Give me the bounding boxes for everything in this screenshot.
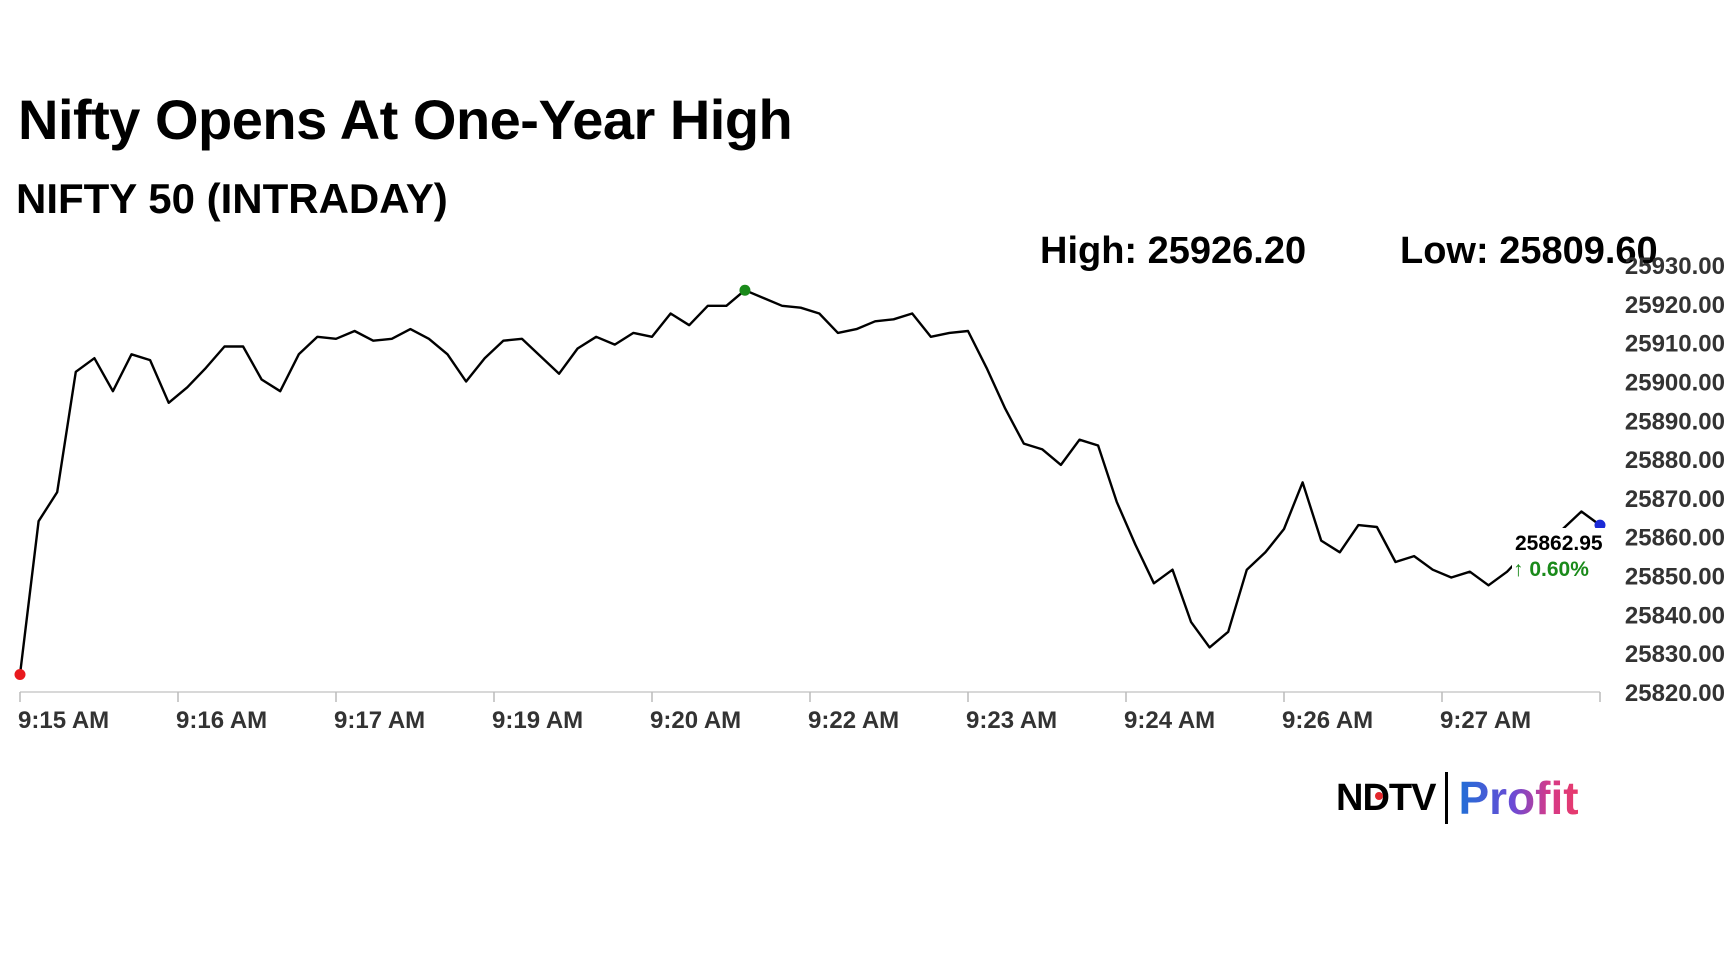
x-tick-label: 9:26 AM — [1282, 707, 1373, 734]
y-axis: 25930.00 25920.00 25910.00 25900.00 25890.00… — [1625, 253, 1725, 707]
y-tick-label: 25860.00 — [1625, 525, 1725, 552]
x-tick-label: 9:15 AM — [18, 707, 109, 734]
y-tick-label: 25830.00 — [1625, 641, 1725, 668]
y-tick-label: 25820.00 — [1625, 680, 1725, 707]
low-value-label: Low: 25809.60 — [1400, 230, 1658, 272]
y-tick-label: 25850.00 — [1625, 564, 1725, 591]
y-tick-label: 25920.00 — [1625, 292, 1725, 319]
point-markers — [14, 284, 1606, 681]
x-tick-label: 9:17 AM — [334, 707, 425, 734]
y-tick-label: 25880.00 — [1625, 447, 1725, 474]
high-value-label: High: 25926.20 — [1040, 230, 1307, 272]
y-tick-label: 25840.00 — [1625, 602, 1725, 629]
high-point-marker — [739, 284, 751, 296]
y-tick-label: 25910.00 — [1625, 331, 1725, 358]
y-tick-label: 25930.00 — [1625, 253, 1725, 280]
last-point-marker — [1594, 519, 1606, 531]
x-tick-label: 9:22 AM — [808, 707, 899, 734]
y-tick-label: 25890.00 — [1625, 408, 1725, 435]
y-tick-label: 25900.00 — [1625, 369, 1725, 396]
last-change-label: ↑ 0.60% — [1513, 558, 1589, 581]
x-tick-label: 9:24 AM — [1124, 707, 1215, 734]
x-tick-label: 9:20 AM — [650, 707, 741, 734]
last-value-label-bg — [1512, 528, 1612, 586]
logo-red-dot-icon — [1375, 792, 1383, 800]
series-line-nifty — [18, 289, 1601, 675]
y-tick-label: 25870.00 — [1625, 486, 1725, 513]
x-tick-label: 9:16 AM — [176, 707, 267, 734]
x-tick-label: 9:23 AM — [966, 707, 1057, 734]
chart-subtitle: NIFTY 50 (INTRADAY) — [16, 175, 448, 222]
ndtv-profit-logo: NDTV Profit — [1336, 770, 1579, 826]
x-tick-label: 9:27 AM — [1440, 707, 1531, 734]
logo-ndtv-text: NDTV — [1336, 776, 1436, 819]
x-axis: 9:15 AM 9:16 AM 9:17 AM 9:19 AM 9:20 AM 9:22 … — [18, 692, 1601, 734]
logo-divider — [1445, 772, 1449, 824]
x-tick-label: 9:19 AM — [492, 707, 583, 734]
last-value-label: 25862.95 — [1515, 532, 1603, 555]
page-title: Nifty Opens At One-Year High — [18, 88, 793, 151]
logo-profit-text: Profit — [1458, 772, 1579, 824]
open-point-marker — [14, 669, 26, 681]
